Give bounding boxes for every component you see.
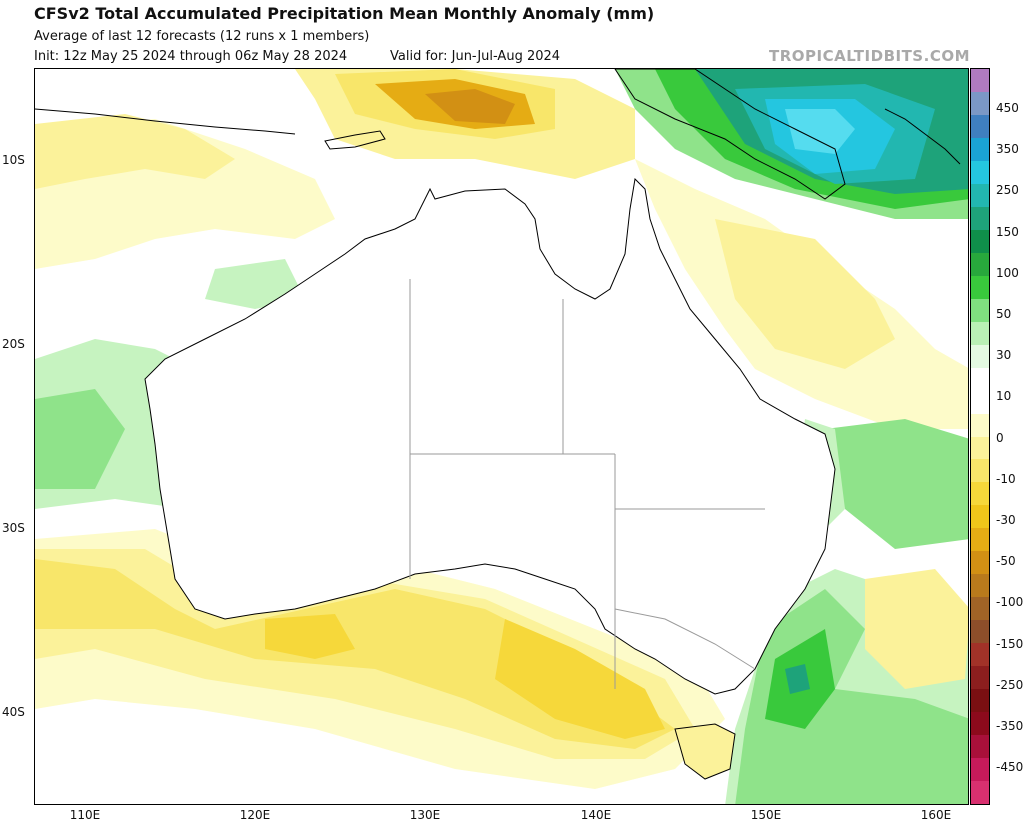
anomaly-fills: [35, 69, 968, 804]
colorbar-tick-label: -100: [996, 595, 1024, 610]
colorbar-segment: [971, 91, 989, 115]
anomaly-zone-east-coast-green: [825, 419, 968, 549]
colorbar-segment: [971, 275, 989, 299]
map-title: CFSv2 Total Accumulated Precipitation Me…: [34, 4, 655, 23]
lesser-sunda-islands: [35, 108, 296, 135]
state-border-nsw-vic: [614, 608, 756, 670]
lon-label-120e: 120E: [239, 808, 271, 822]
colorbar-tick-label: -150: [996, 636, 1024, 651]
colorbar-segment: [971, 666, 989, 690]
colorbar-segment: [971, 597, 989, 621]
lon-label-130e: 130E: [409, 808, 441, 822]
lat-label-30s: 30S: [2, 521, 25, 535]
colorbar-segment: [971, 712, 989, 736]
anomaly-zone-png-cyan2: [785, 109, 855, 154]
colorbar-segment: [971, 298, 989, 322]
colorbar-segment: [971, 160, 989, 184]
colorbar-tick-label: 350: [996, 142, 1019, 157]
lon-label-110e: 110E: [69, 808, 101, 822]
colorbar-tick-label: -350: [996, 719, 1024, 733]
colorbar-segment: [971, 436, 989, 460]
colorbar-segment: [971, 183, 989, 207]
lon-label-160e: 160E: [920, 808, 952, 822]
colorbar-segment: [971, 344, 989, 368]
australia-landmass: [144, 177, 836, 695]
anomaly-zone-nw-green: [205, 259, 305, 309]
map-canvas: [35, 69, 968, 804]
colorbar-segment: [971, 505, 989, 529]
valid-period: Valid for: Jun-Jul-Aug 2024: [390, 49, 561, 64]
colorbar-segment: [971, 574, 989, 598]
colorbar-segment: [971, 390, 989, 414]
colorbar-tick-label: 250: [996, 183, 1019, 198]
colorbar-segment: [971, 69, 989, 92]
timor-island: [324, 130, 386, 150]
colorbar-segment: [971, 758, 989, 782]
lat-label-40s: 40S: [2, 705, 25, 719]
brand-watermark: TROPICALTIDBITS.COM: [769, 47, 970, 65]
colorbar-tick-label: -50: [996, 554, 1016, 569]
init-time: Init: 12z May 25 2024 through 06z May 28…: [34, 49, 348, 64]
anomaly-zone-tasman-yellow-lens: [865, 569, 968, 689]
colorbar-tick-label: -450: [996, 760, 1024, 775]
colorbar-tick-label: 100: [996, 265, 1019, 280]
colorbar-segment: [971, 321, 989, 345]
lon-label-150e: 150E: [750, 808, 782, 822]
colorbar-tick-label: 30: [996, 348, 1012, 363]
colorbar-tick-label: -10: [996, 471, 1016, 486]
anomaly-zone-banda-orange2: [425, 89, 515, 124]
colorbar-segment: [971, 114, 989, 138]
tasmania: [674, 723, 736, 780]
anomaly-zone-bight-yellow4: [495, 619, 665, 739]
colorbar-segment: [971, 781, 989, 804]
anomaly-zone-wa-green-band2: [35, 389, 125, 489]
precipitation-anomaly-map: [34, 68, 969, 805]
colorbar-tick-label: -30: [996, 513, 1016, 527]
colorbar-segment: [971, 459, 989, 483]
colorbar-segment: [971, 137, 989, 161]
colorbar-tick-label: 150: [996, 224, 1019, 239]
lat-label-20s: 20S: [2, 337, 25, 351]
anomaly-zone-sw-yellow4: [265, 614, 355, 659]
colorbar-segment: [971, 482, 989, 506]
colorbar-segment: [971, 551, 989, 575]
colorbar-tick-label: 0: [996, 430, 1004, 445]
colorbar-tick-label: 10: [996, 389, 1012, 404]
colorbar-segment: [971, 643, 989, 667]
colorbar-tick-label: -250: [996, 677, 1024, 692]
anomaly-zone-coral-sea2: [715, 219, 895, 369]
colorbar-segment: [971, 620, 989, 644]
colorbar-segment: [971, 229, 989, 253]
lon-label-140e: 140E: [580, 808, 612, 822]
lat-label-10s: 10S: [2, 153, 25, 167]
anomaly-zone-tasman-green2: [735, 589, 968, 804]
anomaly-zone-southern-ocean-yellow3: [35, 559, 675, 749]
solomon-islands: [884, 108, 961, 165]
anomaly-zone-tasman-green4: [785, 664, 810, 694]
colorbar-segment: [971, 689, 989, 713]
colorbar-segment: [971, 367, 989, 391]
anomaly-zone-west-ocean-yellow2: [35, 114, 235, 189]
colorbar-segment: [971, 252, 989, 276]
colorbar: [970, 68, 990, 805]
colorbar-tick-label: 50: [996, 307, 1012, 321]
forecast-average-note: Average of last 12 forecasts (12 runs x …: [34, 29, 370, 44]
new-guinea: [614, 69, 846, 200]
colorbar-segment: [971, 206, 989, 230]
colorbar-segment: [971, 413, 989, 437]
colorbar-segment: [971, 735, 989, 759]
colorbar-segment: [971, 528, 989, 552]
colorbar-tick-label: 450: [996, 101, 1019, 115]
